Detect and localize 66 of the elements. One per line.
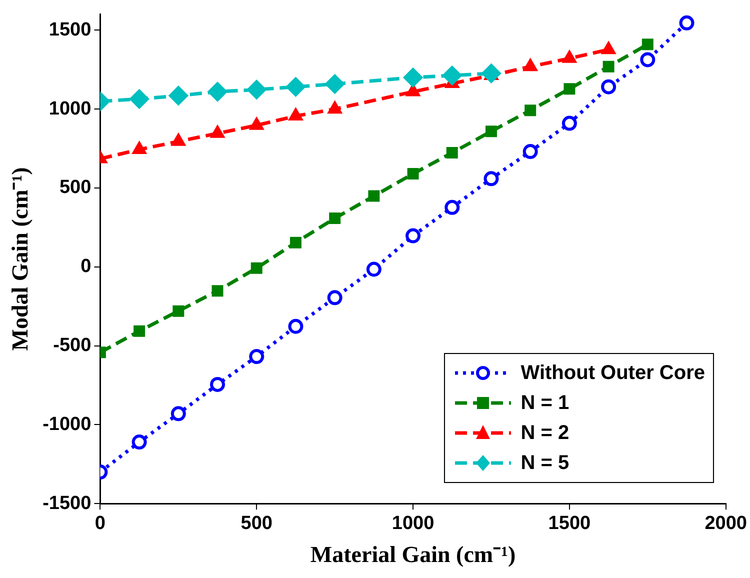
point bbox=[172, 134, 186, 146]
point bbox=[247, 80, 266, 100]
y-tick-label: -500 bbox=[53, 335, 92, 356]
x-tick-label: 500 bbox=[240, 513, 272, 534]
point bbox=[524, 59, 538, 72]
legend-label: N = 5 bbox=[520, 452, 570, 474]
point bbox=[679, 15, 694, 30]
point bbox=[446, 147, 458, 159]
point bbox=[407, 168, 419, 180]
point bbox=[601, 79, 616, 94]
point bbox=[289, 108, 302, 121]
point bbox=[327, 290, 342, 306]
x-axis-title: Material Gain (cm⁻¹) bbox=[310, 542, 516, 568]
point bbox=[524, 104, 536, 116]
point bbox=[132, 142, 146, 154]
point bbox=[134, 325, 146, 337]
point bbox=[485, 126, 497, 138]
point bbox=[132, 434, 147, 450]
x-tick-label: 0 bbox=[94, 513, 106, 534]
point bbox=[210, 126, 224, 138]
point bbox=[406, 228, 421, 244]
point bbox=[640, 52, 656, 68]
point bbox=[562, 116, 577, 131]
point bbox=[404, 68, 423, 88]
point bbox=[325, 74, 344, 94]
point bbox=[562, 50, 576, 63]
point bbox=[522, 144, 538, 160]
point bbox=[172, 305, 184, 317]
y-tick-label: -1000 bbox=[42, 414, 92, 435]
legend-label: N = 1 bbox=[520, 392, 570, 414]
point bbox=[250, 118, 264, 130]
y-tick-label: 1000 bbox=[48, 98, 92, 120]
point bbox=[210, 376, 226, 392]
y-tick-label: -1500 bbox=[42, 492, 92, 514]
point bbox=[208, 82, 228, 102]
point bbox=[168, 86, 188, 106]
point bbox=[170, 406, 186, 422]
point bbox=[642, 38, 654, 50]
y-axis-title: Modal Gain (cm⁻¹) bbox=[8, 167, 33, 351]
point bbox=[406, 84, 420, 96]
point bbox=[484, 171, 499, 186]
x-tick-label: 2000 bbox=[704, 513, 748, 534]
point bbox=[288, 318, 304, 334]
point bbox=[329, 212, 341, 224]
x-tick-label: 1000 bbox=[392, 513, 434, 534]
y-tick-label: 1500 bbox=[48, 19, 92, 40]
point bbox=[442, 66, 462, 85]
point bbox=[250, 262, 262, 274]
point bbox=[249, 349, 264, 364]
point bbox=[602, 60, 614, 72]
point bbox=[564, 83, 576, 95]
point bbox=[368, 190, 380, 202]
legend-label: N = 2 bbox=[520, 422, 570, 444]
point bbox=[366, 262, 382, 277]
x-tick-label: 1500 bbox=[548, 513, 591, 534]
point bbox=[444, 200, 460, 215]
point bbox=[328, 102, 342, 114]
point bbox=[212, 285, 224, 297]
point bbox=[130, 89, 149, 108]
legend-label: Without Outer Core bbox=[520, 362, 705, 384]
point bbox=[482, 64, 501, 83]
y-tick-label: 0 bbox=[80, 256, 92, 278]
y-tick-label: 500 bbox=[59, 177, 92, 198]
point bbox=[602, 42, 616, 54]
point bbox=[286, 77, 306, 96]
point bbox=[290, 236, 302, 248]
